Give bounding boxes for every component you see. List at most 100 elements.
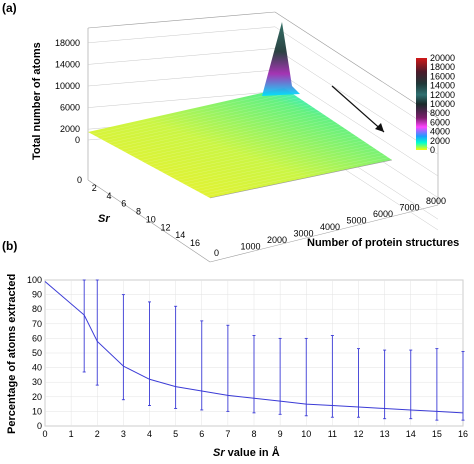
protein-tick-label: 2000 [267, 235, 287, 245]
protein-axis-title: Number of protein structures [307, 237, 459, 249]
colorbar-tick-label: 8000 [430, 108, 450, 118]
z-axis-title: Total number of atoms [31, 42, 43, 160]
panel-b-y-title: Percentage of atoms extracted [6, 274, 18, 434]
z-tick-label: 14000 [55, 59, 80, 69]
panel-b-label: (b) [2, 239, 17, 253]
z-tick-label: 6000 [60, 103, 80, 113]
x-tick-label: 15 [432, 429, 442, 439]
z-gridline [87, 48, 276, 65]
surface-stripe [104, 97, 299, 142]
surface-stripes [92, 90, 389, 197]
colorbar-tick-label: 0 [430, 145, 435, 155]
y-tick-label: 70 [32, 319, 42, 329]
panel-b-x-ticks: 0 1 2 3 4 5 6 7 8 9 10 11 12 13 14 15 16 [42, 429, 468, 439]
surface-stripe [189, 147, 375, 188]
sr-axis-title: Sr [98, 213, 110, 225]
z-tick-label: 2000 [60, 124, 80, 134]
colorbar [416, 58, 427, 150]
sr-tick-label: 4 [106, 191, 111, 201]
x-tick-label: 0 [42, 429, 47, 439]
panel-a-box [87, 11, 439, 263]
surface-stripe [100, 94, 295, 139]
surface-stripe [92, 90, 288, 135]
surface-stripe [161, 130, 349, 172]
surface-stripe [197, 152, 382, 192]
z-tick-label: 0 [75, 135, 80, 145]
surface-stripe [144, 121, 335, 164]
colorbar-tick-label: 2000 [430, 136, 450, 146]
colorbar-ticks: 0200040006000800010000120001400016000180… [430, 53, 455, 155]
protein-tick-label: 7000 [400, 203, 420, 213]
z-gridline [274, 69, 439, 177]
x-tick-label: 13 [380, 429, 390, 439]
z-gridline [87, 26, 276, 44]
surface-stripe [108, 99, 303, 144]
panel-b-x-title-sr: Sr [213, 447, 225, 459]
sr-tick-label: 14 [175, 230, 185, 240]
x-tick-label: 12 [353, 429, 363, 439]
x-tick-label: 10 [301, 429, 311, 439]
surface-stripe [153, 126, 342, 168]
y-tick-label: 20 [32, 392, 42, 402]
colorbar-tick-label: 20000 [430, 53, 455, 63]
y-tick-label: 50 [32, 348, 42, 358]
surface-stripe [132, 114, 324, 157]
panel-b-y-ticks: 0 10 20 30 40 50 60 70 80 90 100 [27, 275, 42, 431]
error-bars [82, 279, 465, 421]
y-tick-label: 0 [37, 421, 42, 431]
y-tick-label: 100 [27, 275, 42, 285]
protein-tick-label: 8000 [426, 196, 446, 206]
series-line [44, 281, 464, 414]
protein-tick-label: 3000 [294, 229, 314, 239]
surface-stripe [112, 102, 306, 146]
y-tick-label: 60 [32, 333, 42, 343]
surface-spike [262, 22, 300, 96]
y-tick-label: 10 [32, 406, 42, 416]
panel-b-x-title: Sr value in Å [213, 446, 280, 459]
colorbar-tick-label: 10000 [430, 99, 455, 109]
panel-a-label: (a) [2, 1, 17, 15]
surface-stripe [173, 138, 360, 179]
direction-arrow [331, 85, 385, 133]
colorbar-tick-label: 4000 [430, 127, 450, 137]
protein-tick-label: 1000 [241, 242, 261, 252]
colorbar-tick-label: 18000 [430, 62, 455, 72]
x-tick-label: 3 [121, 429, 126, 439]
z-tick-label: 18000 [55, 38, 80, 48]
surface-stripe [148, 123, 339, 166]
protein-axis-ticks: 0 1000 2000 3000 4000 5000 6000 7000 8000 [214, 196, 446, 258]
x-tick-label: 2 [95, 429, 100, 439]
x-tick-label: 7 [225, 429, 230, 439]
x-tick-label: 1 [69, 429, 74, 439]
y-tick-label: 90 [32, 290, 42, 300]
z-gridline [87, 91, 276, 108]
z-gridline [87, 69, 276, 87]
y-tick-label: 80 [32, 304, 42, 314]
protein-tick-label: 6000 [373, 209, 393, 219]
protein-tick-label: 0 [214, 248, 219, 258]
z-gridline [274, 26, 439, 134]
surface-plot [88, 88, 392, 198]
x-tick-label: 9 [278, 429, 283, 439]
surface-stripe [128, 111, 321, 155]
sr-tick-label: 6 [121, 199, 126, 209]
surface-stripe [177, 140, 364, 181]
y-tick-label: 40 [32, 363, 42, 373]
surface-stripe [96, 92, 292, 137]
surface-stripe [124, 109, 317, 153]
x-tick-label: 5 [173, 429, 178, 439]
surface-stripe [185, 145, 371, 186]
surface-stripe [181, 142, 367, 183]
protein-tick-label: 4000 [320, 222, 340, 232]
x-tick-label: 14 [406, 429, 416, 439]
sr-tick-label: 12 [160, 222, 170, 232]
colorbar-tick-label: 16000 [430, 71, 455, 81]
sr-tick-label: 0 [77, 175, 82, 185]
colorbar-tick-label: 12000 [430, 90, 455, 100]
surface-stripe [140, 118, 331, 161]
surface-edge [209, 159, 393, 199]
surface-stripe [169, 135, 357, 177]
